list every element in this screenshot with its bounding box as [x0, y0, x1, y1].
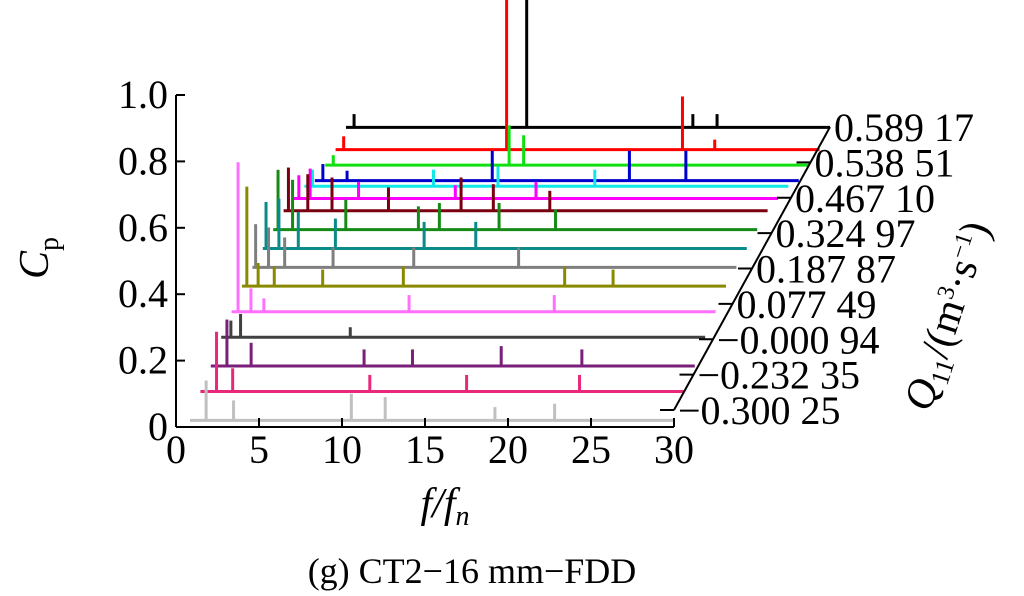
x-tick-label-2: 10	[322, 427, 362, 472]
series-13	[325, 125, 810, 167]
series-9	[283, 167, 768, 213]
z-tick-label-4: 0.187 87	[756, 247, 896, 292]
z-tick-label-2: −0.000 94	[717, 317, 880, 362]
series-2	[210, 319, 695, 368]
series-15	[346, 0, 830, 129]
y-tick-label-5: 1.0	[118, 72, 168, 117]
x-tick-label-6: 30	[654, 427, 694, 472]
series-14	[335, 0, 820, 152]
y-tick-label-3: 0.6	[118, 205, 168, 250]
figure-caption: (g) CT2−16 mm−FDD	[308, 551, 637, 591]
x-tick-label-4: 20	[488, 427, 528, 472]
series-4	[231, 162, 716, 314]
x-axis-title-sub: n	[456, 501, 470, 532]
z-tick-label-6: 0.467 10	[795, 176, 935, 221]
series-10	[294, 168, 778, 200]
series-layer	[190, 0, 830, 422]
x-axis-title: f/fn	[420, 481, 469, 532]
x-tick-label-0: 0	[166, 427, 186, 472]
y-axis-title-sub: p	[34, 237, 65, 251]
y-axis-title: Cp	[12, 237, 65, 279]
y-tick-label-0: 0	[148, 404, 168, 449]
z-tick-label-7: 0.538 51	[815, 140, 955, 185]
y-tick-label-1: 0.2	[118, 338, 168, 383]
series-0	[190, 380, 674, 422]
series-1	[200, 331, 685, 394]
z-tick-label-1: −0.232 35	[698, 353, 861, 398]
z-tick-label-0: −0.300 25	[678, 388, 841, 433]
series-12	[314, 150, 799, 183]
y-tick-label-4: 0.8	[118, 138, 168, 183]
series-3	[221, 313, 706, 339]
series-5	[242, 186, 726, 288]
x-tick-label-3: 15	[405, 427, 445, 472]
x-tick-label-1: 5	[249, 427, 269, 472]
z-tick-label-5: 0.324 97	[776, 211, 916, 256]
z-tick-label-3: 0.077 49	[737, 282, 877, 327]
series-11	[304, 166, 789, 188]
z-tick-label-8: 0.589 17	[834, 105, 974, 150]
y-tick-label-2: 0.4	[118, 271, 168, 316]
series-7	[262, 198, 747, 250]
x-tick-label-5: 25	[571, 427, 611, 472]
series-6	[252, 224, 737, 269]
